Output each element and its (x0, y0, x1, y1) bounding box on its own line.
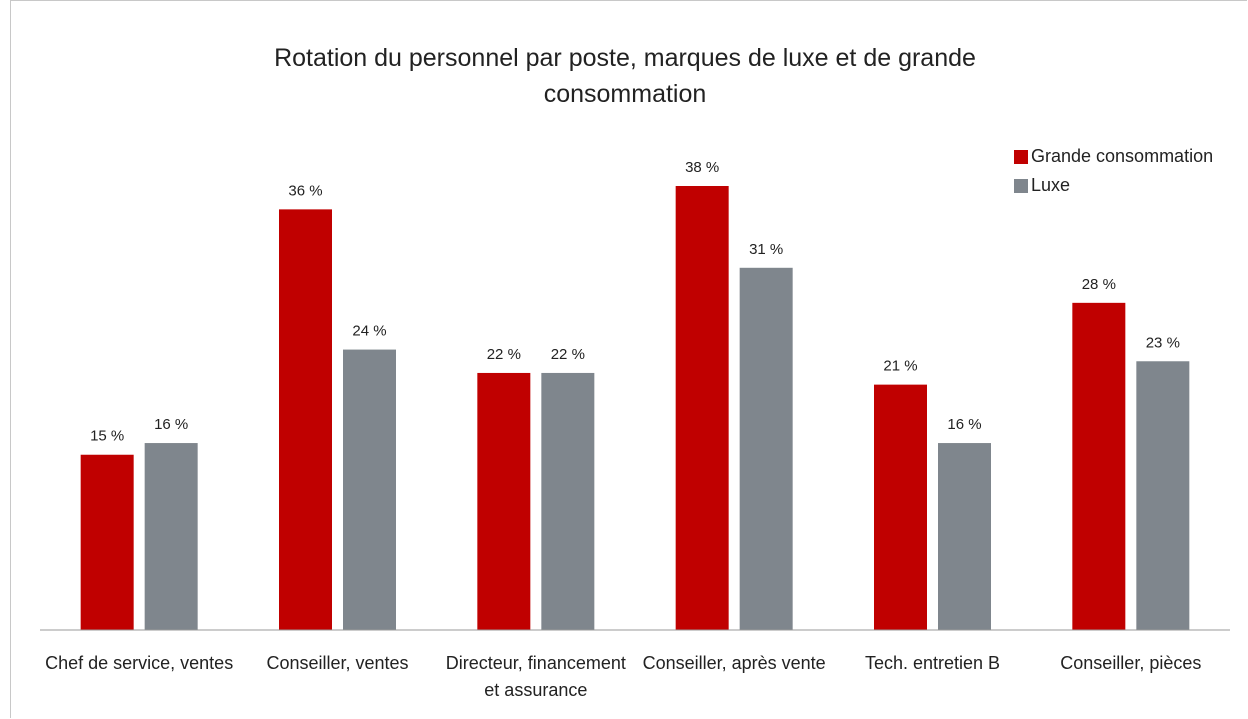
legend-swatch (1014, 178, 1028, 193)
bar (279, 209, 332, 631)
bar (1072, 302, 1126, 630)
data-label: 23 % (1146, 334, 1180, 351)
bar (343, 349, 396, 630)
bar (739, 267, 793, 630)
legend-item: Luxe (1014, 175, 1070, 196)
data-label: 16 % (154, 416, 188, 433)
data-label: 21 % (883, 358, 917, 375)
data-label: 15 % (90, 428, 124, 445)
bar (675, 186, 729, 630)
data-label: 38 % (685, 159, 719, 176)
x-tick-label: Conseiller, ventes (266, 653, 409, 673)
bar (477, 372, 531, 630)
bar (80, 454, 134, 630)
x-tick-label: Tech. entretien B (864, 653, 1001, 673)
bar (1136, 361, 1190, 630)
x-tick-label: Chef de service, ventes (45, 653, 234, 673)
x-tick-label: Conseiller, après vente (642, 653, 826, 673)
data-label: 36 % (288, 182, 322, 199)
data-label: 22 % (551, 346, 585, 363)
legend-label: Luxe (1031, 175, 1071, 195)
data-label: 31 % (749, 241, 783, 258)
chart-title: Rotation du personnel par poste, marques… (274, 44, 976, 108)
x-tick-label: Directeur, financement et assurance (445, 653, 626, 700)
data-label: 22 % (487, 346, 521, 363)
legend-item: Grande consommation (1014, 146, 1213, 167)
chart-frame (10, 0, 1247, 718)
bar (938, 443, 991, 630)
bar (144, 443, 198, 630)
legend-swatch (1014, 149, 1028, 164)
bar (874, 384, 927, 630)
data-label: 16 % (947, 416, 981, 433)
data-label: 28 % (1082, 276, 1116, 293)
bar (541, 372, 595, 630)
data-label: 24 % (352, 323, 386, 340)
x-tick-label: Conseiller, pièces (1060, 653, 1202, 673)
legend-label: Grande consommation (1031, 146, 1214, 166)
